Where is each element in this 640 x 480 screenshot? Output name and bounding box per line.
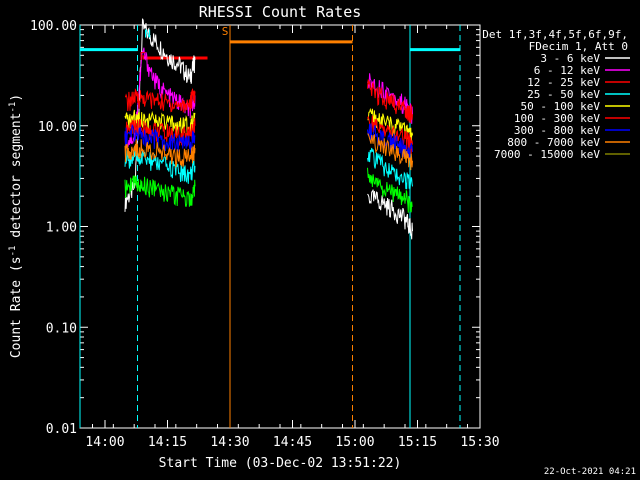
series-line [367,167,413,213]
series-line [367,133,413,171]
footer-date: 22-Oct-2021 04:21 [544,467,636,477]
y-tick-label: 10.00 [38,120,77,135]
plot-area: 100.00 10.00 1.00 0.10 0.01 14:00 14:15 14:30 14… [30,18,500,450]
series-line [367,147,413,191]
y-axis-label: Count Rate (s-1 detector segment-1) [8,94,24,358]
legend-entry-label: 12 - 25 keV [527,76,600,89]
y-tick-label: 0.01 [46,422,77,437]
y-tick-label: 1.00 [46,221,77,236]
legend-header: FDecim 1, Att 0 [529,40,628,53]
legend: Det 1f,3f,4f,5f,6f,9f,FDecim 1, Att 03 -… [482,28,630,161]
series-line [124,139,196,169]
legend-entry-label: 100 - 300 keV [514,112,600,125]
series-line [124,123,196,154]
legend-entry-label: 800 - 7000 keV [507,136,600,149]
legend-entry-label: 3 - 6 keV [540,52,600,65]
legend-entry-label: 25 - 50 keV [527,88,600,101]
legend-entry-label: 300 - 800 keV [514,124,600,137]
x-tick-label: 15:30 [460,435,499,450]
x-tick-label: 14:00 [85,435,124,450]
x-tick-label: 14:15 [148,435,187,450]
series-line [367,123,413,160]
series-line [367,115,413,155]
x-tick-label: 15:15 [398,435,437,450]
series-line [124,118,196,146]
legend-entry-label: 7000 - 15000 keV [494,148,600,161]
legend-entry-label: 50 - 100 keV [521,100,601,113]
flag-annotation: N [144,28,151,41]
x-tick-label: 14:30 [210,435,249,450]
y-tick-label: 0.10 [46,321,77,336]
flag-annotation: F [139,50,146,63]
series-line [124,109,196,137]
legend-header: Det 1f,3f,4f,5f,6f,9f, [482,28,628,41]
x-axis-label: Start Time (03-Dec-02 13:51:22) [159,456,402,471]
series-line [124,175,196,207]
y-tick-label: 100.00 [30,19,77,34]
chart-title: RHESSI Count Rates [199,3,362,21]
x-tick-label: 15:00 [335,435,374,450]
series-line [367,79,413,123]
series-line [367,189,413,240]
series-line [125,88,196,113]
flag-annotation: S [222,25,229,38]
x-tick-label: 14:45 [273,435,312,450]
legend-entry-label: 6 - 12 keV [534,64,601,77]
